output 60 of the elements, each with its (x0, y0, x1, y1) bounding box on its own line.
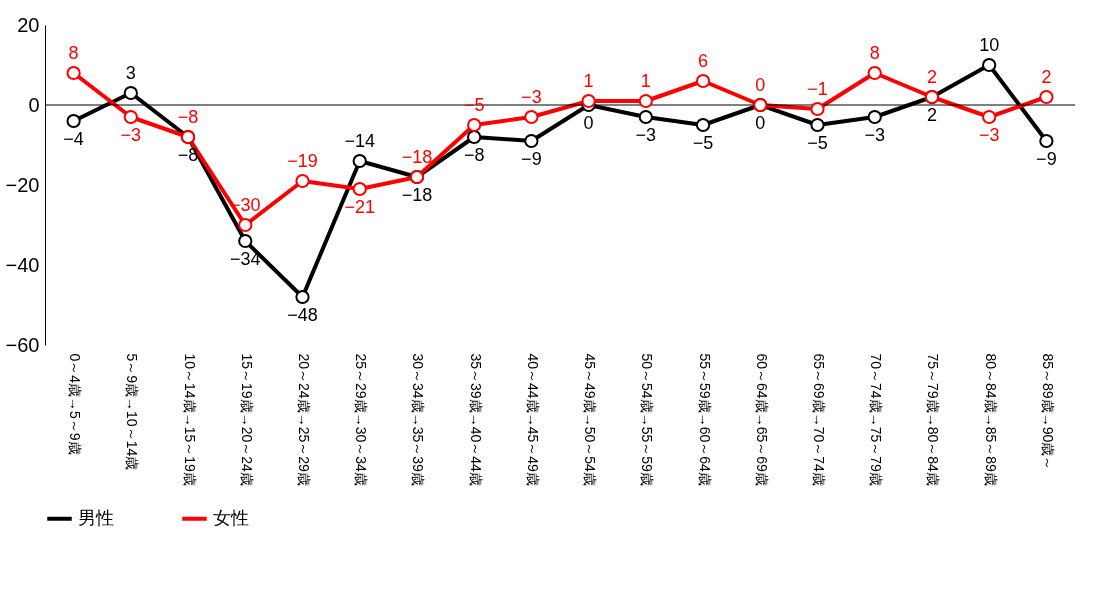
data-label: −9 (1036, 149, 1057, 169)
x-tick-label: 5～9歳→10～14歳 (124, 353, 141, 471)
x-tick-label: 15～19歳→20～24歳 (238, 353, 255, 486)
data-label: 2 (1041, 67, 1052, 87)
data-label: 2 (926, 67, 937, 87)
data-label: −19 (287, 151, 318, 171)
x-tick-label: 20～24歳→25～29歳 (296, 353, 312, 486)
data-label: 1 (640, 71, 651, 91)
y-tick-label: 20 (17, 13, 40, 36)
data-label: −21 (344, 197, 375, 217)
y-tick-label: 0 (28, 93, 40, 116)
x-tick-label: 10～14歳→15～19歳 (181, 353, 198, 486)
x-tick-label: 80～84歳→85～89歳 (982, 353, 999, 486)
x-tick-label: 75～79歳→80～84歳 (925, 353, 942, 486)
y-tick-label: −60 (5, 333, 40, 356)
legend-label: 男性 (78, 507, 114, 528)
x-tick-label: 70～74歳→75～79歳 (868, 353, 885, 486)
x-tick-label: 45～49歳→50～54歳 (582, 353, 599, 486)
data-label: −5 (463, 95, 485, 115)
x-tick-label: 25～29歳→30～34歳 (353, 353, 370, 486)
x-tick-label: 35～39歳→40～44歳 (467, 353, 484, 486)
data-label: 8 (68, 43, 79, 63)
x-tick-label: 0～4歳→5～9歳 (67, 353, 84, 455)
data-label: 8 (869, 43, 880, 63)
data-label: 2 (926, 105, 937, 125)
data-label: 0 (755, 75, 766, 95)
x-tick-label: 30～34歳→35～39歳 (410, 353, 427, 486)
data-label: 6 (698, 51, 709, 71)
data-label: 1 (583, 71, 594, 91)
data-label: −3 (978, 125, 1000, 145)
data-label: −1 (807, 79, 828, 99)
data-label: 3 (125, 63, 136, 83)
y-tick-label: −40 (5, 253, 40, 276)
x-tick-label: 40～44歳→45～49歳 (524, 353, 541, 486)
data-label: 0 (755, 113, 766, 133)
data-label: −18 (401, 147, 433, 167)
data-label: −5 (692, 133, 714, 153)
data-label: −5 (807, 133, 828, 153)
data-label: 10 (979, 35, 1000, 55)
data-label: −3 (864, 125, 885, 145)
x-tick-label: 85～89歳→90歳～ (1039, 353, 1056, 471)
data-label: −3 (635, 125, 657, 145)
data-label: −8 (463, 145, 485, 165)
data-label: −4 (63, 129, 84, 149)
data-label: −14 (344, 131, 375, 151)
data-label: −8 (177, 107, 199, 127)
x-tick-label: 50～54歳→55～59歳 (639, 353, 656, 486)
data-label: −8 (177, 145, 199, 165)
data-label: −3 (120, 125, 142, 145)
data-label: 0 (583, 113, 594, 133)
data-label: −30 (230, 195, 261, 215)
data-label: −48 (287, 305, 318, 325)
data-label: −9 (521, 149, 542, 169)
x-tick-label: 55～59歳→60～64歳 (696, 353, 713, 486)
x-tick-label: 65～69歳→70～74歳 (811, 353, 827, 486)
y-tick-label: −20 (5, 173, 40, 196)
data-label: −3 (521, 87, 542, 107)
legend-label: 女性 (213, 507, 249, 528)
x-tick-label: 60～64歳→65～69歳 (753, 353, 770, 486)
data-label: −18 (401, 185, 433, 205)
